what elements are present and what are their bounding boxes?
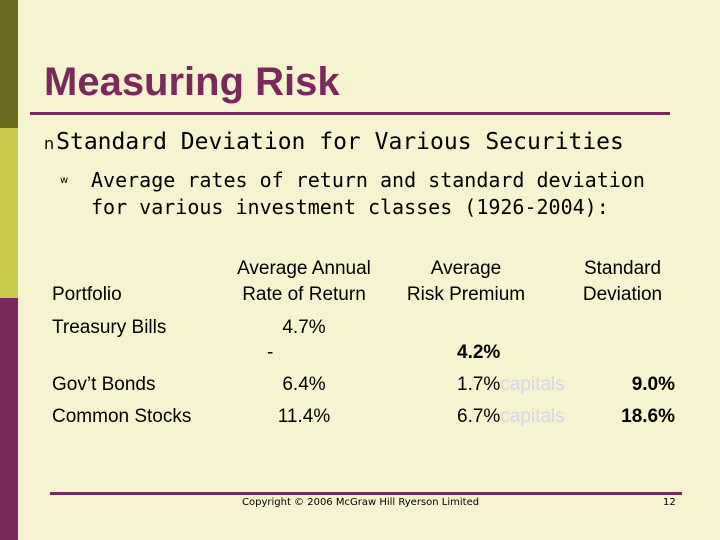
row-stocks-stdev: 18.6% bbox=[621, 406, 675, 427]
footer-rule bbox=[50, 492, 682, 495]
bullet-level-1: nStandard Deviation for Various Securiti… bbox=[44, 129, 624, 155]
footer-copyright: Copyright © 2006 McGraw Hill Ryerson Lim… bbox=[242, 497, 480, 508]
row-bonds-premium-value: 1.7% bbox=[457, 374, 501, 395]
row-stocks-premium-ghost-text: capitals bbox=[500, 406, 565, 427]
bullet-level-2-line-2: for various investment classes (1926-200… bbox=[91, 195, 609, 219]
footer-page-number: 12 bbox=[663, 497, 676, 508]
square-bullet-icon: n bbox=[44, 134, 55, 153]
bullet-level-1-text: Standard Deviation for Various Securitie… bbox=[56, 129, 624, 155]
row-stocks-premium-value: 6.7% bbox=[457, 406, 501, 427]
bullet-level-2-line-1: Average rates of return and standard dev… bbox=[91, 168, 645, 192]
row-bonds-premium-ghost-text: capitals bbox=[500, 374, 565, 395]
row-stocks-name: Common Stocks bbox=[52, 406, 192, 427]
row-stocks-return: 11.4% bbox=[277, 406, 331, 427]
bullet-level-2: w Average rates of return and standard d… bbox=[60, 167, 680, 221]
diamond-bullet-icon: w bbox=[60, 175, 69, 186]
header-premium-line-1: Average bbox=[430, 258, 502, 279]
row-treasury-name: Treasury Bills bbox=[52, 317, 167, 338]
row-treasury-return: 4.7% bbox=[282, 317, 326, 338]
header-return-line-1: Average Annual bbox=[237, 258, 371, 279]
left-bar-bottom-segment bbox=[0, 298, 18, 540]
row-treasury-return-dash: - bbox=[267, 342, 274, 363]
row-bonds-stdev: 9.0% bbox=[631, 374, 675, 395]
row-stocks-premium: 6.7%capitals bbox=[457, 406, 565, 428]
header-premium-line-2: Risk Premium bbox=[406, 284, 526, 305]
row-treasury-premium: 4.2% bbox=[457, 342, 501, 363]
title-underline bbox=[30, 112, 670, 115]
row-bonds-premium: 1.7%capitals bbox=[457, 374, 565, 396]
header-return-line-2: Rate of Return bbox=[242, 284, 366, 305]
left-bar-top-segment bbox=[0, 0, 18, 128]
row-bonds-return: 6.4% bbox=[282, 374, 326, 395]
header-stdev-line-1: Standard bbox=[583, 258, 662, 279]
left-accent-bar bbox=[0, 0, 18, 540]
header-portfolio: Portfolio bbox=[52, 284, 122, 305]
header-stdev-line-2: Deviation bbox=[582, 284, 663, 305]
slide-title: Measuring Risk bbox=[44, 60, 340, 104]
row-bonds-name: Gov’t Bonds bbox=[52, 374, 156, 395]
left-bar-middle-segment bbox=[0, 128, 18, 298]
